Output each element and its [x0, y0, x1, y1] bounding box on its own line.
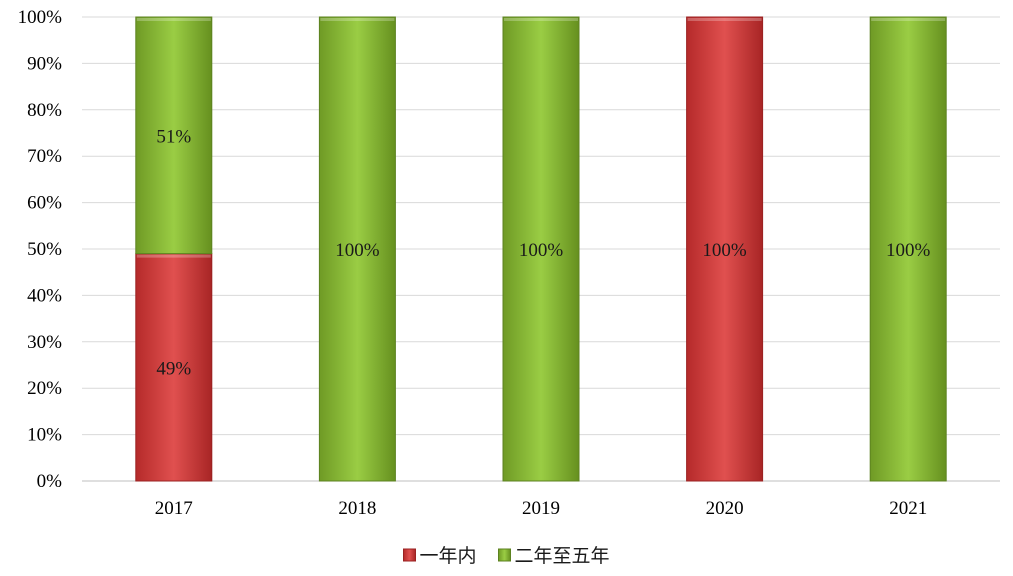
x-tick-label: 2019 [522, 498, 560, 519]
data-labels: 49% 51% 100% 100% 100% 100% [156, 126, 930, 379]
y-tick-label: 0% [37, 471, 63, 492]
y-tick-label: 80% [27, 100, 62, 121]
x-tick-label: 2021 [889, 498, 927, 519]
legend-label: 一年内 [420, 545, 477, 567]
bar-highlight [136, 18, 211, 21]
x-tick-label: 2017 [155, 498, 193, 519]
legend-swatch [498, 548, 511, 562]
data-label: 51% [156, 126, 191, 147]
bar-2019-二年至五年 [502, 16, 580, 482]
y-tick-label: 50% [27, 239, 62, 260]
bars [135, 16, 947, 482]
data-label: 100% [519, 240, 564, 261]
y-tick-label: 10% [27, 425, 62, 446]
bar-highlight [320, 18, 395, 21]
legend: 一年内 二年至五年 [403, 545, 610, 567]
data-label: 100% [702, 240, 747, 261]
legend-item-二年至五年: 二年至五年 [498, 545, 610, 567]
legend-label: 二年至五年 [515, 545, 610, 567]
y-tick-label: 40% [27, 285, 62, 306]
bar-2018-二年至五年 [318, 16, 396, 482]
y-tick-label: 60% [27, 193, 62, 214]
y-tick-label: 90% [27, 53, 62, 74]
x-tick-label: 2020 [706, 498, 744, 519]
data-label: 100% [886, 240, 931, 261]
bar-2017-二年至五年 [135, 16, 213, 255]
y-tick-label: 70% [27, 146, 62, 167]
x-axis-tick-labels: 2017 2018 2019 2020 2021 [155, 498, 927, 519]
legend-swatch [403, 548, 416, 562]
legend-item-一年内: 一年内 [403, 545, 477, 567]
bar-highlight [504, 18, 578, 21]
bar-2020-一年内 [686, 16, 764, 482]
bar-highlight [136, 254, 211, 258]
y-tick-label: 30% [27, 332, 62, 353]
y-tick-label: 20% [27, 378, 62, 399]
y-axis-tick-labels: 0% 10% 20% 30% 40% 50% 60% 70% 80% 90% 100% [18, 7, 63, 492]
data-label: 100% [335, 240, 380, 261]
bar-highlight [871, 18, 946, 21]
data-label: 49% [156, 358, 191, 379]
y-tick-label: 100% [18, 7, 63, 28]
bar-2017-一年内 [135, 253, 213, 482]
x-tick-label: 2018 [338, 498, 376, 519]
bar-highlight [687, 18, 762, 21]
bar-2021-二年至五年 [869, 16, 947, 482]
